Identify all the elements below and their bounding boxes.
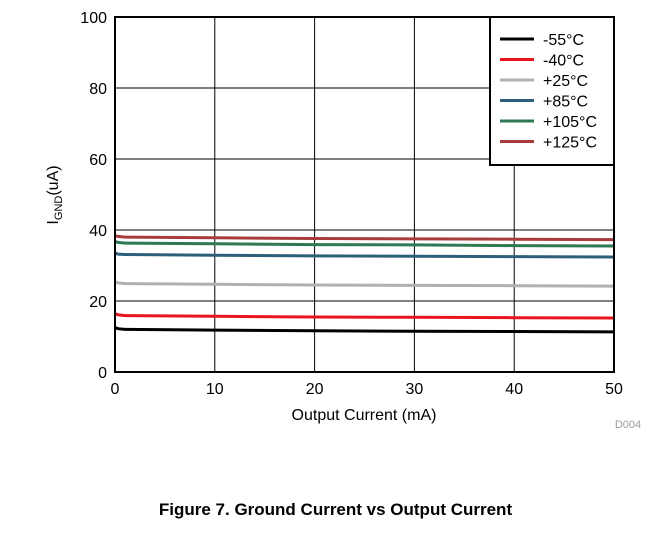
y-axis-label-sub: GND	[53, 196, 65, 221]
series-lines	[114, 234, 615, 334]
x-axis-ticks: 0 10 20 30 40 50	[111, 381, 623, 398]
x-tick-label: 50	[605, 381, 623, 398]
y-tick-label: 100	[80, 10, 107, 27]
x-tick-label: 40	[505, 381, 523, 398]
y-axis-label-unit: (uA)	[45, 165, 62, 195]
y-tick-label: 20	[89, 294, 107, 311]
legend-label: -55°C	[543, 32, 584, 49]
legend-label: +125°C	[543, 135, 597, 152]
figure-code: D004	[615, 419, 641, 431]
y-tick-label: 80	[89, 81, 107, 98]
series-line	[114, 312, 615, 320]
figure-caption: Figure 7. Ground Current vs Output Curre…	[158, 500, 513, 519]
legend-label: +105°C	[543, 114, 597, 131]
legend-label: +85°C	[543, 94, 588, 111]
x-tick-label: 30	[406, 381, 424, 398]
x-tick-label: 20	[306, 381, 324, 398]
y-axis-label-main: I	[45, 220, 62, 224]
legend-label: -40°C	[543, 53, 584, 70]
line-chart: 0 10 20 30 40 50 0 20 40 60 80 100 Output Current …	[45, 10, 641, 431]
x-tick-label: 10	[206, 381, 224, 398]
series-line	[114, 234, 615, 242]
series-line	[114, 239, 615, 248]
y-tick-label: 0	[98, 365, 107, 382]
legend: -55°C -40°C +25°C +85°C +105°C +125°C	[489, 16, 615, 166]
legend-label: +25°C	[543, 73, 588, 90]
y-tick-label: 40	[89, 223, 107, 240]
y-axis-ticks: 0 20 40 60 80 100	[80, 10, 107, 382]
series-line	[114, 280, 615, 288]
series-line	[114, 251, 615, 259]
x-axis-label: Output Current (mA)	[292, 407, 437, 424]
series-line	[114, 325, 615, 334]
y-tick-label: 60	[89, 152, 107, 169]
y-axis-label: IGND(uA)	[45, 165, 65, 224]
x-tick-label: 0	[111, 381, 120, 398]
plot-border	[114, 16, 615, 373]
